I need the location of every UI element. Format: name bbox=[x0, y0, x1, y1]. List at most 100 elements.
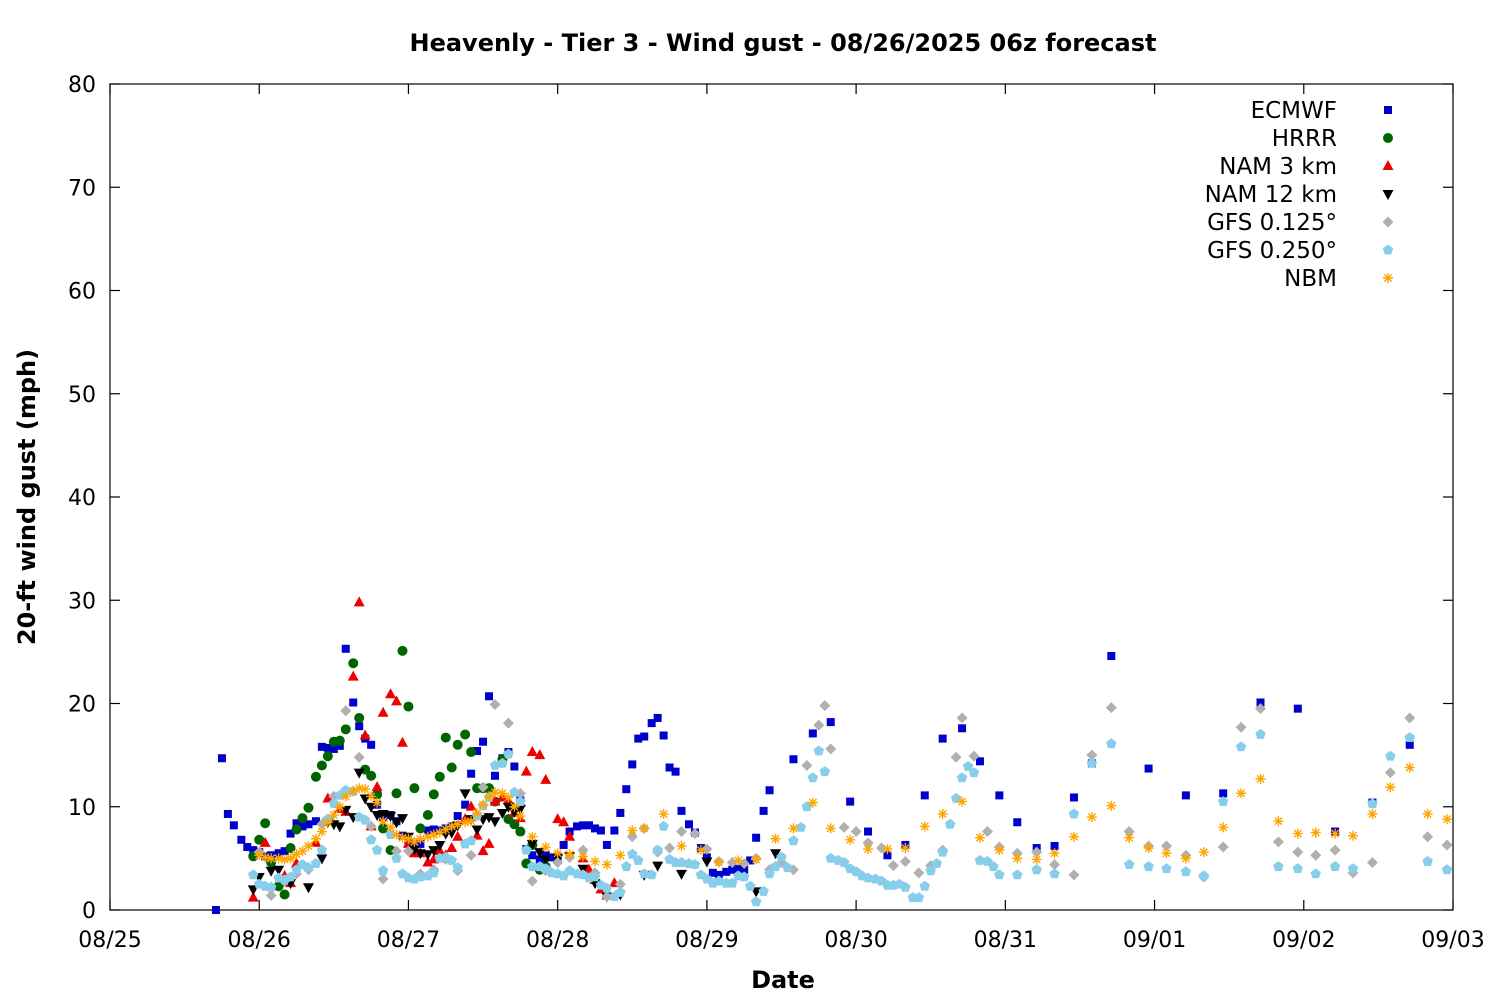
data-point bbox=[354, 712, 365, 723]
data-point bbox=[982, 856, 993, 866]
data-point bbox=[428, 867, 439, 878]
legend-label: NAM 12 km bbox=[1205, 182, 1337, 208]
data-point bbox=[1217, 841, 1229, 853]
data-point bbox=[813, 745, 824, 756]
data-point bbox=[489, 795, 501, 806]
data-point bbox=[846, 797, 855, 806]
data-point bbox=[527, 861, 538, 872]
data-point bbox=[280, 847, 289, 856]
data-point bbox=[1144, 764, 1153, 773]
data-point bbox=[1124, 832, 1135, 843]
data-point bbox=[502, 717, 514, 729]
data-point bbox=[396, 814, 408, 825]
legend-label: NAM 3 km bbox=[1219, 154, 1337, 180]
data-point bbox=[465, 849, 477, 861]
data-point bbox=[273, 865, 285, 876]
data-point bbox=[1255, 773, 1266, 784]
data-point bbox=[1293, 704, 1302, 713]
data-point bbox=[1367, 798, 1378, 809]
data-point bbox=[540, 773, 552, 784]
data-point bbox=[1422, 808, 1433, 819]
chart-title: Heavenly - Tier 3 - Wind gust - 08/26/20… bbox=[410, 29, 1157, 57]
y-axis: 0 10 20 30 40 50 60 70 80 bbox=[68, 73, 1453, 924]
data-point bbox=[403, 701, 414, 712]
data-point bbox=[665, 763, 674, 772]
data-point bbox=[323, 743, 332, 752]
data-point bbox=[676, 840, 687, 851]
data-point bbox=[601, 859, 612, 870]
data-point bbox=[728, 865, 737, 874]
data-point bbox=[733, 855, 744, 866]
data-point bbox=[286, 829, 295, 838]
data-point bbox=[248, 869, 259, 880]
data-point bbox=[391, 845, 403, 857]
data-point bbox=[652, 844, 663, 855]
data-point bbox=[782, 862, 793, 873]
data-point bbox=[1330, 828, 1341, 839]
data-point bbox=[988, 861, 999, 872]
data-point bbox=[547, 853, 556, 862]
data-point bbox=[974, 854, 986, 865]
data-point bbox=[452, 739, 463, 750]
data-point bbox=[535, 855, 544, 864]
data-point bbox=[483, 813, 495, 824]
data-point bbox=[423, 826, 432, 835]
data-point bbox=[353, 751, 365, 763]
data-point bbox=[838, 857, 850, 867]
data-point bbox=[478, 799, 489, 810]
data-point bbox=[460, 729, 471, 740]
data-point bbox=[994, 869, 1005, 880]
data-point bbox=[938, 734, 947, 743]
data-point bbox=[708, 868, 717, 877]
y-tick-label: 80 bbox=[68, 73, 96, 98]
data-point bbox=[211, 906, 220, 914]
data-point bbox=[541, 851, 550, 860]
data-point bbox=[931, 858, 942, 868]
data-point bbox=[422, 810, 433, 821]
data-point bbox=[353, 596, 365, 607]
data-point bbox=[366, 770, 377, 781]
data-point bbox=[1105, 702, 1117, 714]
data-point bbox=[616, 808, 625, 817]
y-tick-label: 0 bbox=[82, 899, 96, 924]
data-point bbox=[1143, 861, 1154, 872]
data-point bbox=[1107, 652, 1116, 661]
data-point bbox=[317, 742, 326, 751]
data-point bbox=[377, 865, 389, 876]
data-point bbox=[403, 833, 414, 844]
data-point bbox=[461, 800, 470, 809]
data-point bbox=[788, 835, 799, 846]
data-point bbox=[446, 821, 457, 832]
data-point bbox=[671, 767, 680, 776]
data-point bbox=[396, 736, 408, 747]
data-point bbox=[819, 700, 831, 712]
data-point bbox=[446, 762, 457, 773]
data-point bbox=[819, 766, 830, 777]
data-point bbox=[316, 844, 328, 855]
data-point bbox=[740, 865, 749, 874]
data-point bbox=[340, 805, 352, 816]
data-point bbox=[1161, 863, 1172, 874]
data-points bbox=[211, 596, 1453, 914]
data-point bbox=[825, 823, 836, 834]
data-point bbox=[229, 821, 238, 830]
data-point bbox=[601, 882, 613, 893]
data-point bbox=[415, 833, 426, 844]
data-point bbox=[334, 735, 345, 746]
data-point bbox=[422, 831, 433, 842]
data-point bbox=[334, 801, 345, 812]
data-point bbox=[1180, 866, 1192, 877]
data-point bbox=[515, 811, 526, 822]
legend-marker bbox=[1383, 273, 1393, 283]
data-point bbox=[1329, 861, 1341, 872]
data-point bbox=[589, 871, 601, 882]
data-point bbox=[485, 692, 494, 701]
data-point bbox=[559, 840, 568, 849]
data-point bbox=[217, 754, 226, 763]
data-point bbox=[409, 783, 420, 794]
data-point bbox=[739, 871, 750, 882]
data-point bbox=[1049, 848, 1060, 859]
data-point bbox=[237, 835, 246, 844]
data-point bbox=[596, 826, 605, 835]
